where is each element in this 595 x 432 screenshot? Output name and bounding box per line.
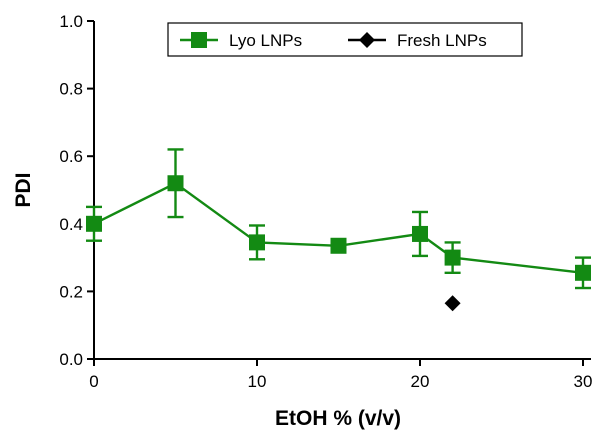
data-point-diamond xyxy=(444,295,461,312)
data-point-square xyxy=(86,215,102,232)
data-point-square xyxy=(444,249,461,266)
y-tick-label: 1.0 xyxy=(59,12,83,31)
y-axis-label: PDI xyxy=(12,172,35,207)
x-tick-label: 30 xyxy=(574,372,593,391)
x-tick-label: 20 xyxy=(411,372,430,391)
data-point-square xyxy=(167,175,184,192)
data-point-square xyxy=(412,225,428,242)
series-line xyxy=(93,181,584,275)
legend: Lyo LNPs Fresh LNPs xyxy=(167,22,523,57)
data-point-square xyxy=(249,234,265,251)
x-tick-label: 10 xyxy=(248,372,267,391)
legend-lyo-label: Lyo LNPs xyxy=(229,31,302,50)
legend-fresh-diamond-marker xyxy=(359,32,375,48)
data-point-square xyxy=(575,264,591,281)
y-tick-label: 0.6 xyxy=(59,147,83,166)
legend-fresh-label: Fresh LNPs xyxy=(397,31,487,50)
series-layer xyxy=(86,148,591,312)
data-point-square xyxy=(330,237,347,254)
y-tick-label: 0.4 xyxy=(59,215,83,234)
x-axis-label: EtOH % (v/v) xyxy=(275,407,401,430)
y-tick-label: 0.2 xyxy=(59,282,83,301)
x-tick-label: 0 xyxy=(89,372,98,391)
legend-lyo-square-marker xyxy=(191,32,207,48)
y-tick-label: 0.0 xyxy=(59,350,83,369)
legend-box xyxy=(167,22,523,57)
y-tick-label: 0.8 xyxy=(59,80,83,99)
series-1 xyxy=(444,295,461,312)
axes: 0.0 0.2 0.4 0.6 0.8 1.0 0 10 20 30 xyxy=(59,12,592,391)
series-0 xyxy=(86,148,591,290)
